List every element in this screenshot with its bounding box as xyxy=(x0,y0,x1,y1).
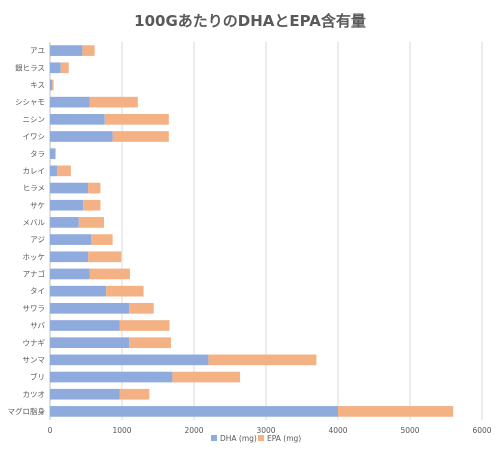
bar-dha xyxy=(50,165,58,177)
category-label: カレイ xyxy=(23,166,46,175)
bar-epa xyxy=(83,199,101,211)
bar-dha xyxy=(50,182,89,194)
category-label: アナゴ xyxy=(23,269,46,279)
bar-epa xyxy=(112,131,169,142)
legend-label-epa: EPA (mg) xyxy=(267,434,301,443)
bar-dha xyxy=(50,406,338,417)
bar-dha xyxy=(50,62,61,74)
bar-epa xyxy=(129,302,154,314)
x-tick-label: 4000 xyxy=(328,426,347,435)
category-label: タラ xyxy=(30,149,45,158)
legend-swatch-epa xyxy=(258,435,264,441)
bar-layer xyxy=(50,45,454,417)
bar-epa xyxy=(57,165,71,177)
bar-epa xyxy=(89,268,130,280)
bar-epa xyxy=(91,234,113,245)
bar-dha xyxy=(50,371,173,383)
category-label: イワシ xyxy=(23,132,46,141)
bar-epa xyxy=(119,320,170,331)
category-label: カツオ xyxy=(23,390,46,399)
category-label: サワラ xyxy=(23,304,46,313)
bar-dha xyxy=(50,199,84,211)
category-labels: アユ銀ヒラスキスシシャモニシンイワシタラカレイヒラメサケメバルアジホッケアナゴタ… xyxy=(8,46,46,416)
bar-epa xyxy=(78,217,104,228)
bar-dha xyxy=(50,79,53,91)
category-label: メバル xyxy=(23,218,46,227)
bar-dha xyxy=(50,45,83,56)
bar-epa xyxy=(104,113,169,125)
category-label: タイ xyxy=(30,287,45,296)
category-label: 銀ヒラス xyxy=(15,63,45,72)
category-label: ヒラメ xyxy=(23,184,45,193)
category-label: キス xyxy=(30,81,45,90)
bar-epa xyxy=(129,337,171,349)
x-tick-label: 0 xyxy=(48,426,53,435)
bar-epa xyxy=(89,96,138,108)
bar-dha xyxy=(50,337,130,349)
legend-swatch-dha xyxy=(211,435,217,441)
category-label: ウナギ xyxy=(23,338,46,347)
bar-epa xyxy=(338,406,454,417)
bar-epa xyxy=(60,62,69,74)
bar-epa xyxy=(106,285,144,297)
bar-dha xyxy=(50,285,107,297)
bar-epa xyxy=(82,45,95,56)
bar-dha xyxy=(50,320,120,331)
bar-epa xyxy=(52,79,54,91)
category-label: ブリ xyxy=(30,372,45,382)
bar-epa xyxy=(119,388,150,400)
bar-dha xyxy=(50,148,56,160)
x-tick-labels: 0 1000 2000 3000 4000 5000 6000 xyxy=(48,426,492,435)
bar-dha xyxy=(50,388,120,400)
x-tick-label: 6000 xyxy=(472,426,491,435)
bar-epa xyxy=(88,182,101,194)
x-tick-label: 1000 xyxy=(112,426,131,435)
bar-dha xyxy=(50,302,130,314)
bar-epa xyxy=(172,371,241,383)
bar-dha xyxy=(50,217,79,228)
category-label: シシャモ xyxy=(15,98,45,107)
bar-epa xyxy=(88,251,122,263)
category-label: サンマ xyxy=(23,355,46,364)
bar-dha xyxy=(50,96,90,108)
bar-dha xyxy=(50,113,105,125)
category-label: アユ xyxy=(30,46,45,55)
bar-dha xyxy=(50,131,113,142)
legend-label-dha: DHA (mg) xyxy=(220,434,257,443)
category-label: ホッケ xyxy=(23,252,46,261)
category-label: アジ xyxy=(30,235,45,244)
bar-dha xyxy=(50,268,90,280)
category-label: マグロ脂身 xyxy=(8,406,46,416)
bar-epa xyxy=(55,148,56,160)
x-tick-label: 3000 xyxy=(256,426,275,435)
category-label: サバ xyxy=(30,321,45,330)
chart-title: 100GあたりのDHAとEPA含有量 xyxy=(134,12,366,30)
bar-epa xyxy=(208,354,317,366)
category-label: ニシン xyxy=(23,115,46,124)
category-label: サケ xyxy=(30,201,45,210)
x-tick-label: 2000 xyxy=(184,426,203,435)
legend: DHA (mg) EPA (mg) xyxy=(211,434,301,443)
bar-dha xyxy=(50,234,92,245)
bar-dha xyxy=(50,251,89,263)
x-tick-label: 5000 xyxy=(400,426,419,435)
bar-dha xyxy=(50,354,209,366)
